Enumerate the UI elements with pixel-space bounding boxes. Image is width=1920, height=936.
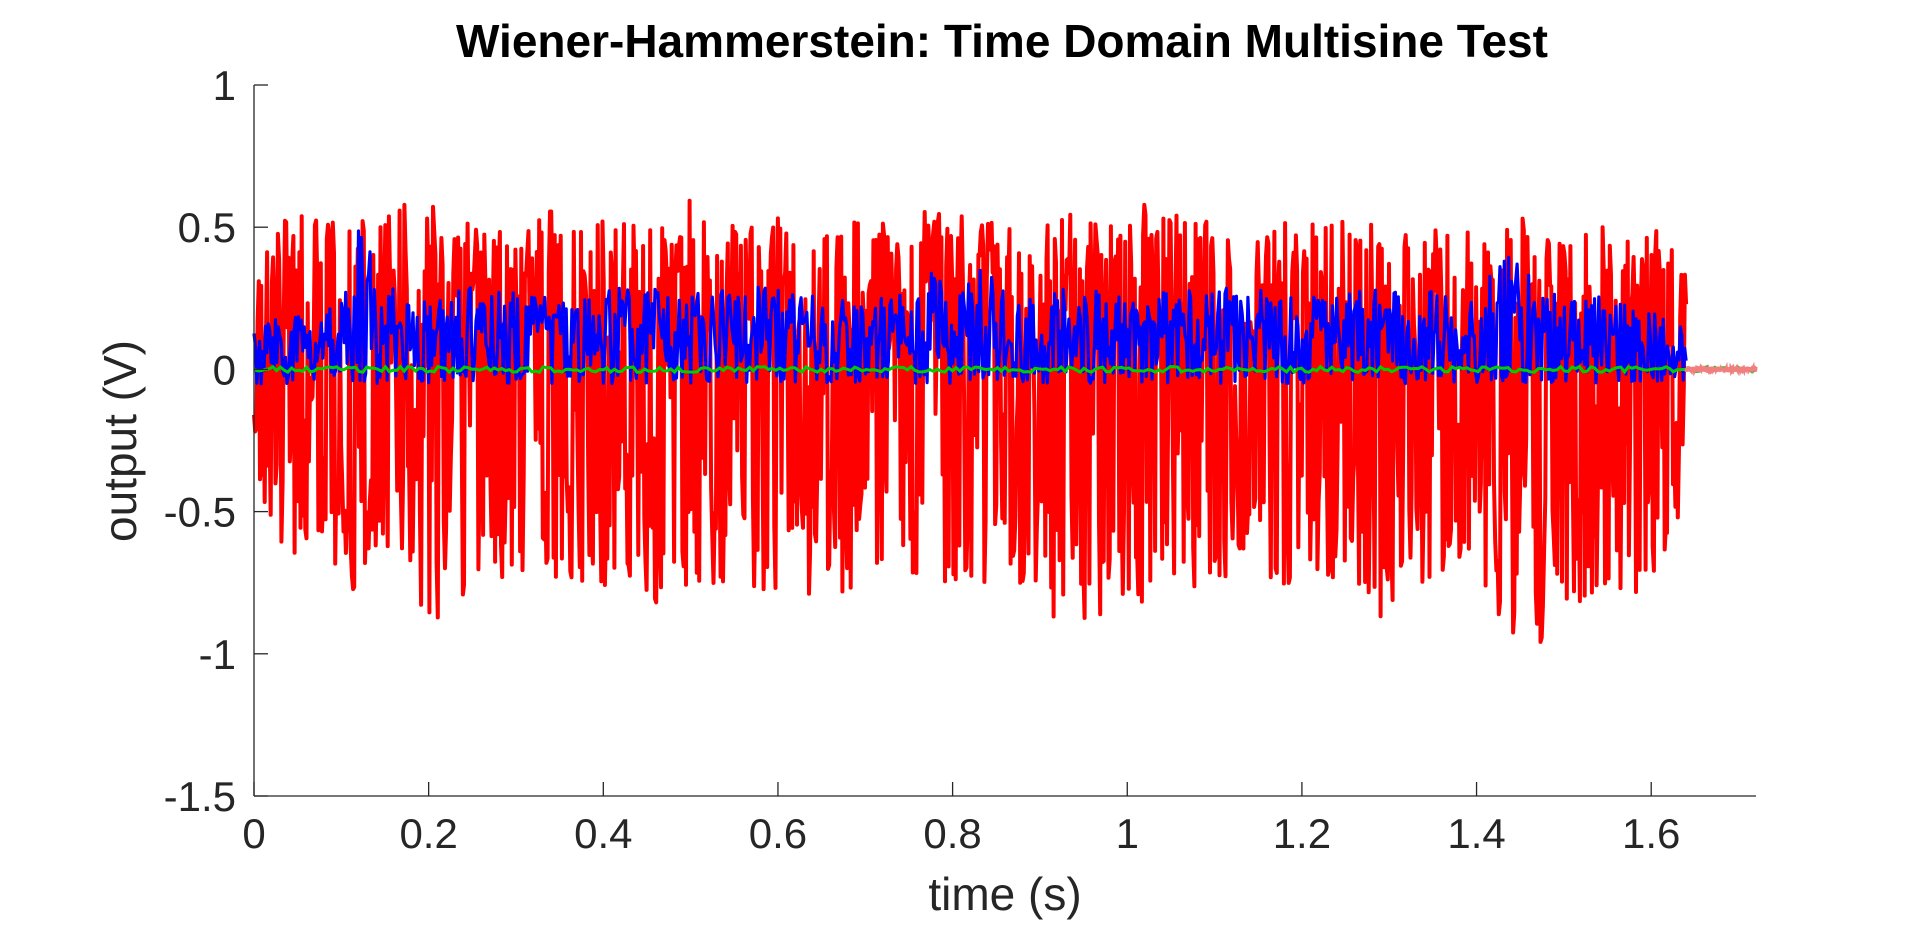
- y-tick-label: -1: [199, 631, 236, 678]
- y-tick-label: -0.5: [164, 489, 236, 536]
- y-axis-label: output (V): [94, 340, 146, 542]
- plot-area: [252, 198, 1758, 644]
- y-tick-label: 0.5: [178, 204, 236, 251]
- x-axis-label: time (s): [928, 868, 1081, 920]
- x-tick-label: 1.6: [1622, 810, 1680, 857]
- x-axis-ticks: 0 0.2 0.4 0.6 0.8 1 1.2 1.4 1.6: [242, 782, 1680, 857]
- chart-title: Wiener-Hammerstein: Time Domain Multisin…: [456, 15, 1548, 67]
- y-tick-label: 0: [213, 346, 236, 393]
- x-tick-label: 0.4: [574, 810, 632, 857]
- x-tick-label: 1.4: [1447, 810, 1505, 857]
- series-green-line: [253, 364, 1757, 375]
- series-red-line: [252, 198, 1689, 644]
- x-tick-label: 1: [1116, 810, 1139, 857]
- x-tick-label: 0.8: [923, 810, 981, 857]
- y-tick-label: 1: [213, 62, 236, 109]
- series-layer: [252, 198, 1758, 644]
- series-blue-line: [252, 229, 1688, 386]
- x-tick-label: 0.2: [399, 810, 457, 857]
- y-axis-ticks: 1 0.5 0 -0.5 -1 -1.5: [164, 62, 268, 820]
- y-tick-label: -1.5: [164, 773, 236, 820]
- x-tick-label: 0.6: [749, 810, 807, 857]
- x-tick-label: 0: [242, 810, 265, 857]
- series-pink-line: [1684, 361, 1758, 377]
- x-tick-label: 1.2: [1273, 810, 1331, 857]
